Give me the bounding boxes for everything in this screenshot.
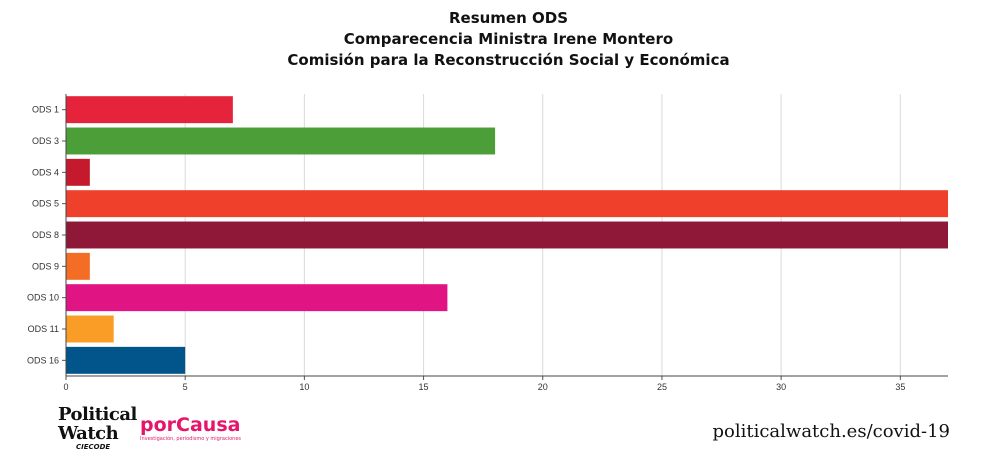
- x-tick-label-35: 35: [895, 382, 905, 392]
- bar-ods-9: [66, 252, 90, 280]
- x-tick-label-30: 30: [776, 382, 786, 392]
- y-tick-label: ODS 1: [32, 105, 59, 115]
- x-tick-label-5: 5: [183, 382, 188, 392]
- porcausa-logo: porCausa Investigación, periodismo y mig…: [140, 414, 250, 443]
- political-watch-logo-line-2: Watch: [58, 423, 119, 444]
- bar-ods-16: [66, 346, 186, 374]
- y-tick-label: ODS 4: [32, 167, 59, 177]
- x-tick-label-15: 15: [419, 382, 429, 392]
- y-axis-labels: ODS 1 ODS 3 ODS 4 ODS 5 ODS 8 ODS 9 ODS 10 ODS …: [27, 105, 66, 365]
- axes: [65, 94, 948, 377]
- y-tick-label: ODS 8: [32, 230, 59, 240]
- y-tick-label: ODS 16: [27, 355, 59, 365]
- y-tick-label: ODS 3: [32, 136, 59, 146]
- bar-ods-5: [66, 190, 948, 218]
- porcausa-logo-name: porCausa: [140, 414, 241, 436]
- porcausa-logo-tagline: Investigación, periodismo y migraciones: [140, 436, 242, 442]
- y-tick-label: ODS 9: [32, 261, 59, 271]
- chart-title-line-3: Comisión para la Reconstrucción Social y…: [287, 51, 730, 69]
- y-tick-label: ODS 11: [28, 324, 59, 334]
- bar-ods-4: [66, 158, 90, 186]
- x-tick-label-20: 20: [538, 382, 548, 392]
- y-tick-label: ODS 5: [32, 199, 59, 209]
- bars: [66, 96, 948, 374]
- chart-title-line-2: Comparecencia Ministra Irene Montero: [343, 30, 674, 48]
- x-tick-label-25: 25: [657, 382, 667, 392]
- website-url: politicalwatch.es/covid-19: [712, 421, 950, 442]
- bar-ods-3: [66, 127, 496, 155]
- bar-ods-10: [66, 284, 448, 312]
- bar-ods-11: [66, 315, 114, 343]
- chart-title-line-1: Resumen ODS: [448, 9, 569, 27]
- x-axis-labels: 0 5 10 15 20 25 30 35: [63, 382, 905, 392]
- chart-title: Resumen ODS Comparecencia Ministra Irene…: [0, 8, 1000, 71]
- ciecode-logo-text: CIECODE: [76, 443, 111, 451]
- x-tick-label-0: 0: [63, 382, 68, 392]
- x-tick-label-10: 10: [299, 382, 309, 392]
- bar-chart: ODS 1 ODS 3 ODS 4 ODS 5 ODS 8 ODS 9 ODS 10 ODS …: [27, 94, 948, 392]
- y-tick-label: ODS 10: [27, 293, 59, 303]
- bar-ods-1: [66, 96, 233, 124]
- political-watch-logo-line-1: Political: [58, 404, 137, 425]
- bar-ods-8: [66, 221, 948, 249]
- political-watch-logo: Political Watch CIECODE: [58, 405, 138, 457]
